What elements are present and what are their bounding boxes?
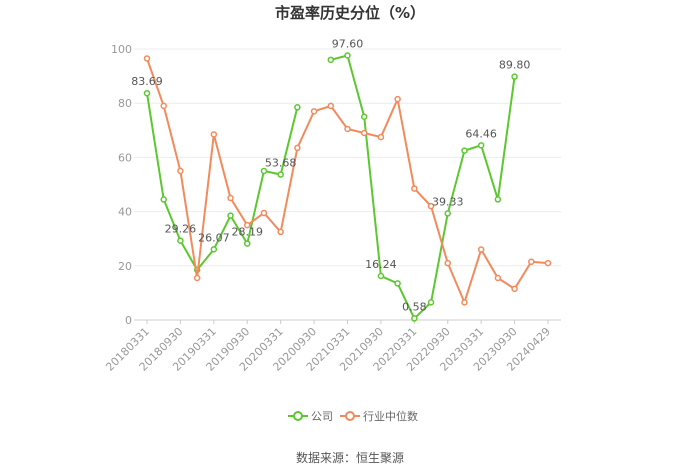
- data-point-industry-median: [227, 194, 234, 202]
- y-axis: 0 20 40 60 80 100: [111, 43, 132, 327]
- data-point-company: [427, 299, 435, 306]
- y-tick-label: 60: [118, 151, 132, 164]
- data-point-industry-median: [160, 102, 167, 110]
- data-point-company: [143, 89, 151, 97]
- data-point-industry-median: [461, 299, 468, 306]
- data-point-industry-median: [411, 185, 418, 192]
- data-point-industry-median: [360, 129, 368, 137]
- data-point-company: [227, 212, 234, 219]
- legend-swatch-marker: [345, 411, 355, 421]
- data-point-industry-median: [444, 259, 451, 267]
- data-point-industry-median: [210, 131, 218, 138]
- data-point-company: [461, 147, 468, 154]
- x-axis: 2018033120180930201903312019093020200331…: [103, 320, 553, 374]
- data-label: 83.69: [131, 75, 163, 88]
- data-point-industry-median: [511, 285, 518, 293]
- data-point-industry-median: [344, 125, 351, 133]
- legend-item-industry-median[interactable]: 行业中位数: [340, 409, 418, 423]
- data-point-company: [494, 196, 502, 203]
- data-point-company: [327, 56, 335, 64]
- data-point-industry-median: [143, 55, 151, 62]
- y-tick-label: 20: [118, 260, 132, 273]
- data-point-company: [477, 142, 485, 149]
- data-point-industry-median: [477, 246, 485, 253]
- data-label: 0.58: [402, 300, 427, 313]
- data-point-industry-median: [177, 167, 184, 175]
- y-tick-label: 100: [111, 43, 132, 56]
- data-point-industry-median: [277, 228, 284, 236]
- data-point-industry-median: [260, 209, 268, 217]
- data-label: 26.07: [198, 231, 230, 244]
- data-point-industry-median: [528, 258, 535, 265]
- data-label: 29.26: [165, 223, 197, 236]
- data-point-industry-median: [327, 102, 335, 110]
- data-point-industry-median: [427, 202, 435, 210]
- legend-swatch-marker: [293, 411, 303, 421]
- legend-item-company[interactable]: 公司: [288, 410, 333, 423]
- series-group: [143, 52, 552, 322]
- series-line-company: [330, 54, 516, 321]
- data-point-industry-median: [394, 95, 401, 103]
- data-point-company: [411, 315, 418, 322]
- data-point-industry-median: [494, 274, 502, 282]
- data-label: 89.80: [499, 59, 531, 72]
- y-tick-label: 40: [118, 206, 132, 219]
- data-point-company: [210, 246, 218, 253]
- data-point-company: [377, 272, 385, 280]
- data-point-industry-median: [193, 274, 201, 282]
- data-point-company: [177, 237, 184, 244]
- data-point-company: [360, 113, 368, 120]
- data-label: 16.24: [365, 258, 397, 271]
- data-label: 39.33: [432, 195, 464, 208]
- data-label: 53.68: [265, 157, 297, 170]
- data-point-industry-median: [294, 144, 301, 152]
- data-point-industry-median: [244, 221, 251, 229]
- data-point-company: [277, 171, 284, 178]
- y-tick-label: 0: [125, 314, 132, 327]
- data-label: 97.60: [332, 38, 364, 51]
- data-point-company: [444, 210, 451, 217]
- data-point-company: [511, 73, 518, 80]
- data-point-industry-median: [377, 133, 385, 141]
- data-label: 64.46: [465, 127, 497, 140]
- data-point-company: [344, 52, 351, 59]
- chart-title: 市盈率历史分位（%）: [275, 4, 425, 22]
- y-tick-label: 80: [118, 97, 132, 110]
- data-point-company: [244, 240, 251, 247]
- data-point-industry-median: [310, 108, 318, 115]
- data-label: 28.19: [232, 226, 264, 239]
- data-point-company: [394, 280, 401, 287]
- source-note: 数据来源：恒生聚源: [296, 450, 404, 465]
- legend-label: 行业中位数: [363, 409, 418, 423]
- legend[interactable]: 公司 行业中位数: [288, 409, 418, 423]
- data-point-company: [160, 196, 167, 203]
- series-line-company: [146, 93, 299, 272]
- data-point-company: [260, 167, 268, 175]
- data-point-industry-median: [544, 259, 552, 267]
- data-point-company: [294, 104, 301, 111]
- legend-label: 公司: [311, 410, 333, 423]
